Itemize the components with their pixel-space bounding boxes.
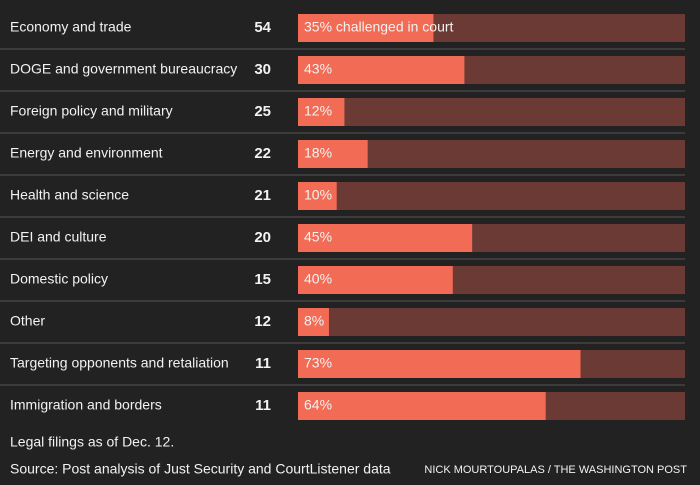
value-label: 12% — [304, 103, 332, 119]
bar — [298, 56, 465, 84]
category-label: Domestic policy — [10, 271, 108, 287]
category-label: DEI and culture — [10, 229, 107, 245]
category-label: Economy and trade — [10, 19, 132, 35]
value-label: 45% — [304, 229, 332, 245]
count-label: 30 — [254, 61, 271, 78]
category-label: DOGE and government bureaucracy — [10, 61, 237, 77]
bar — [298, 14, 434, 42]
value-label: 35% challenged in court — [304, 19, 454, 35]
bar — [298, 350, 581, 378]
count-label: 20 — [254, 229, 271, 246]
category-label: Foreign policy and military — [10, 103, 173, 119]
bar — [298, 98, 345, 126]
source: Source: Post analysis of Just Security a… — [10, 461, 391, 477]
bar-track — [298, 182, 685, 210]
value-label: 8% — [304, 313, 324, 329]
bar-track — [298, 308, 685, 336]
bar — [298, 182, 337, 210]
count-label: 25 — [254, 103, 271, 120]
count-label: 11 — [255, 355, 271, 372]
bar — [298, 140, 368, 168]
credit: NICK MOURTOUPALAS / THE WASHINGTON POST — [424, 464, 687, 476]
value-label: 18% — [304, 145, 332, 161]
category-label: Immigration and borders — [10, 397, 162, 413]
bar — [298, 392, 546, 420]
value-label: 10% — [304, 187, 332, 203]
bar-track — [298, 98, 685, 126]
bar — [298, 224, 473, 252]
count-label: 12 — [254, 313, 271, 330]
value-label: 40% — [304, 271, 332, 287]
category-label: Health and science — [10, 187, 129, 203]
count-label: 15 — [254, 271, 271, 288]
bar — [298, 308, 329, 336]
note: Legal filings as of Dec. 12. — [10, 434, 174, 450]
count-label: 54 — [254, 19, 271, 36]
value-label: 64% — [304, 397, 332, 413]
value-label: 43% — [304, 61, 332, 77]
category-label: Targeting opponents and retaliation — [10, 355, 229, 371]
count-label: 11 — [255, 397, 271, 414]
category-label: Other — [10, 313, 45, 329]
count-label: 22 — [254, 145, 271, 162]
bar — [298, 266, 453, 294]
count-label: 21 — [254, 187, 271, 204]
category-label: Energy and environment — [10, 145, 163, 161]
value-label: 73% — [304, 355, 332, 371]
